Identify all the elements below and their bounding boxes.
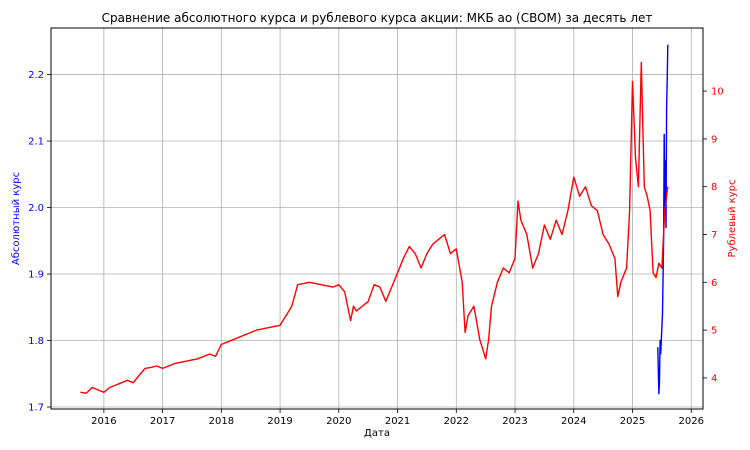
y-left-tick-label: 1.7 xyxy=(28,403,44,414)
x-tick-label: 2024 xyxy=(561,416,586,427)
y-axis-right-ticks: 4 5 6 7 8 9 10 xyxy=(703,87,724,384)
x-tick-label: 2023 xyxy=(502,416,527,427)
x-tick-label: 2021 xyxy=(385,416,410,427)
y-right-tick-label: 6 xyxy=(711,278,717,289)
y-left-tick-label: 1.9 xyxy=(28,270,44,281)
y-left-tick-label: 2.2 xyxy=(28,70,44,81)
y-right-tick-label: 9 xyxy=(711,134,717,145)
series-ruble-line xyxy=(80,61,669,394)
y-right-tick-label: 5 xyxy=(711,326,717,337)
x-tick-label: 2018 xyxy=(209,416,234,427)
x-axis-label: Дата xyxy=(364,428,390,439)
x-tick-label: 2022 xyxy=(444,416,469,427)
x-tick-label: 2026 xyxy=(679,416,704,427)
series-absolute-line xyxy=(657,44,669,395)
x-tick-label: 2020 xyxy=(326,416,351,427)
y-left-tick-label: 2.0 xyxy=(28,203,44,214)
y-right-tick-label: 4 xyxy=(711,373,717,384)
y-left-tick-label: 1.8 xyxy=(28,336,44,347)
grid xyxy=(51,28,703,409)
y-right-tick-label: 8 xyxy=(711,182,717,193)
x-tick-label: 2019 xyxy=(267,416,292,427)
y-left-tick-label: 2.1 xyxy=(28,137,44,148)
y-right-tick-label: 10 xyxy=(711,87,724,98)
plot-frame xyxy=(50,27,704,410)
y-axis-left-label: Абсолютный курс xyxy=(11,172,22,265)
chart-title: Сравнение абсолютного курса и рублевого … xyxy=(102,11,653,25)
x-tick-label: 2016 xyxy=(91,416,116,427)
x-axis-ticks: 2016 2017 2018 2019 2020 2021 2022 2023 2024 2025… xyxy=(91,409,704,427)
x-tick-label: 2017 xyxy=(150,416,175,427)
x-tick-label: 2025 xyxy=(620,416,645,427)
y-axis-right-label: Рублевый курс xyxy=(727,180,738,258)
series-layer xyxy=(80,44,669,395)
y-right-tick-label: 7 xyxy=(711,230,717,241)
y-axis-left-ticks: 1.7 1.8 1.9 2.0 2.1 2.2 xyxy=(28,70,51,414)
